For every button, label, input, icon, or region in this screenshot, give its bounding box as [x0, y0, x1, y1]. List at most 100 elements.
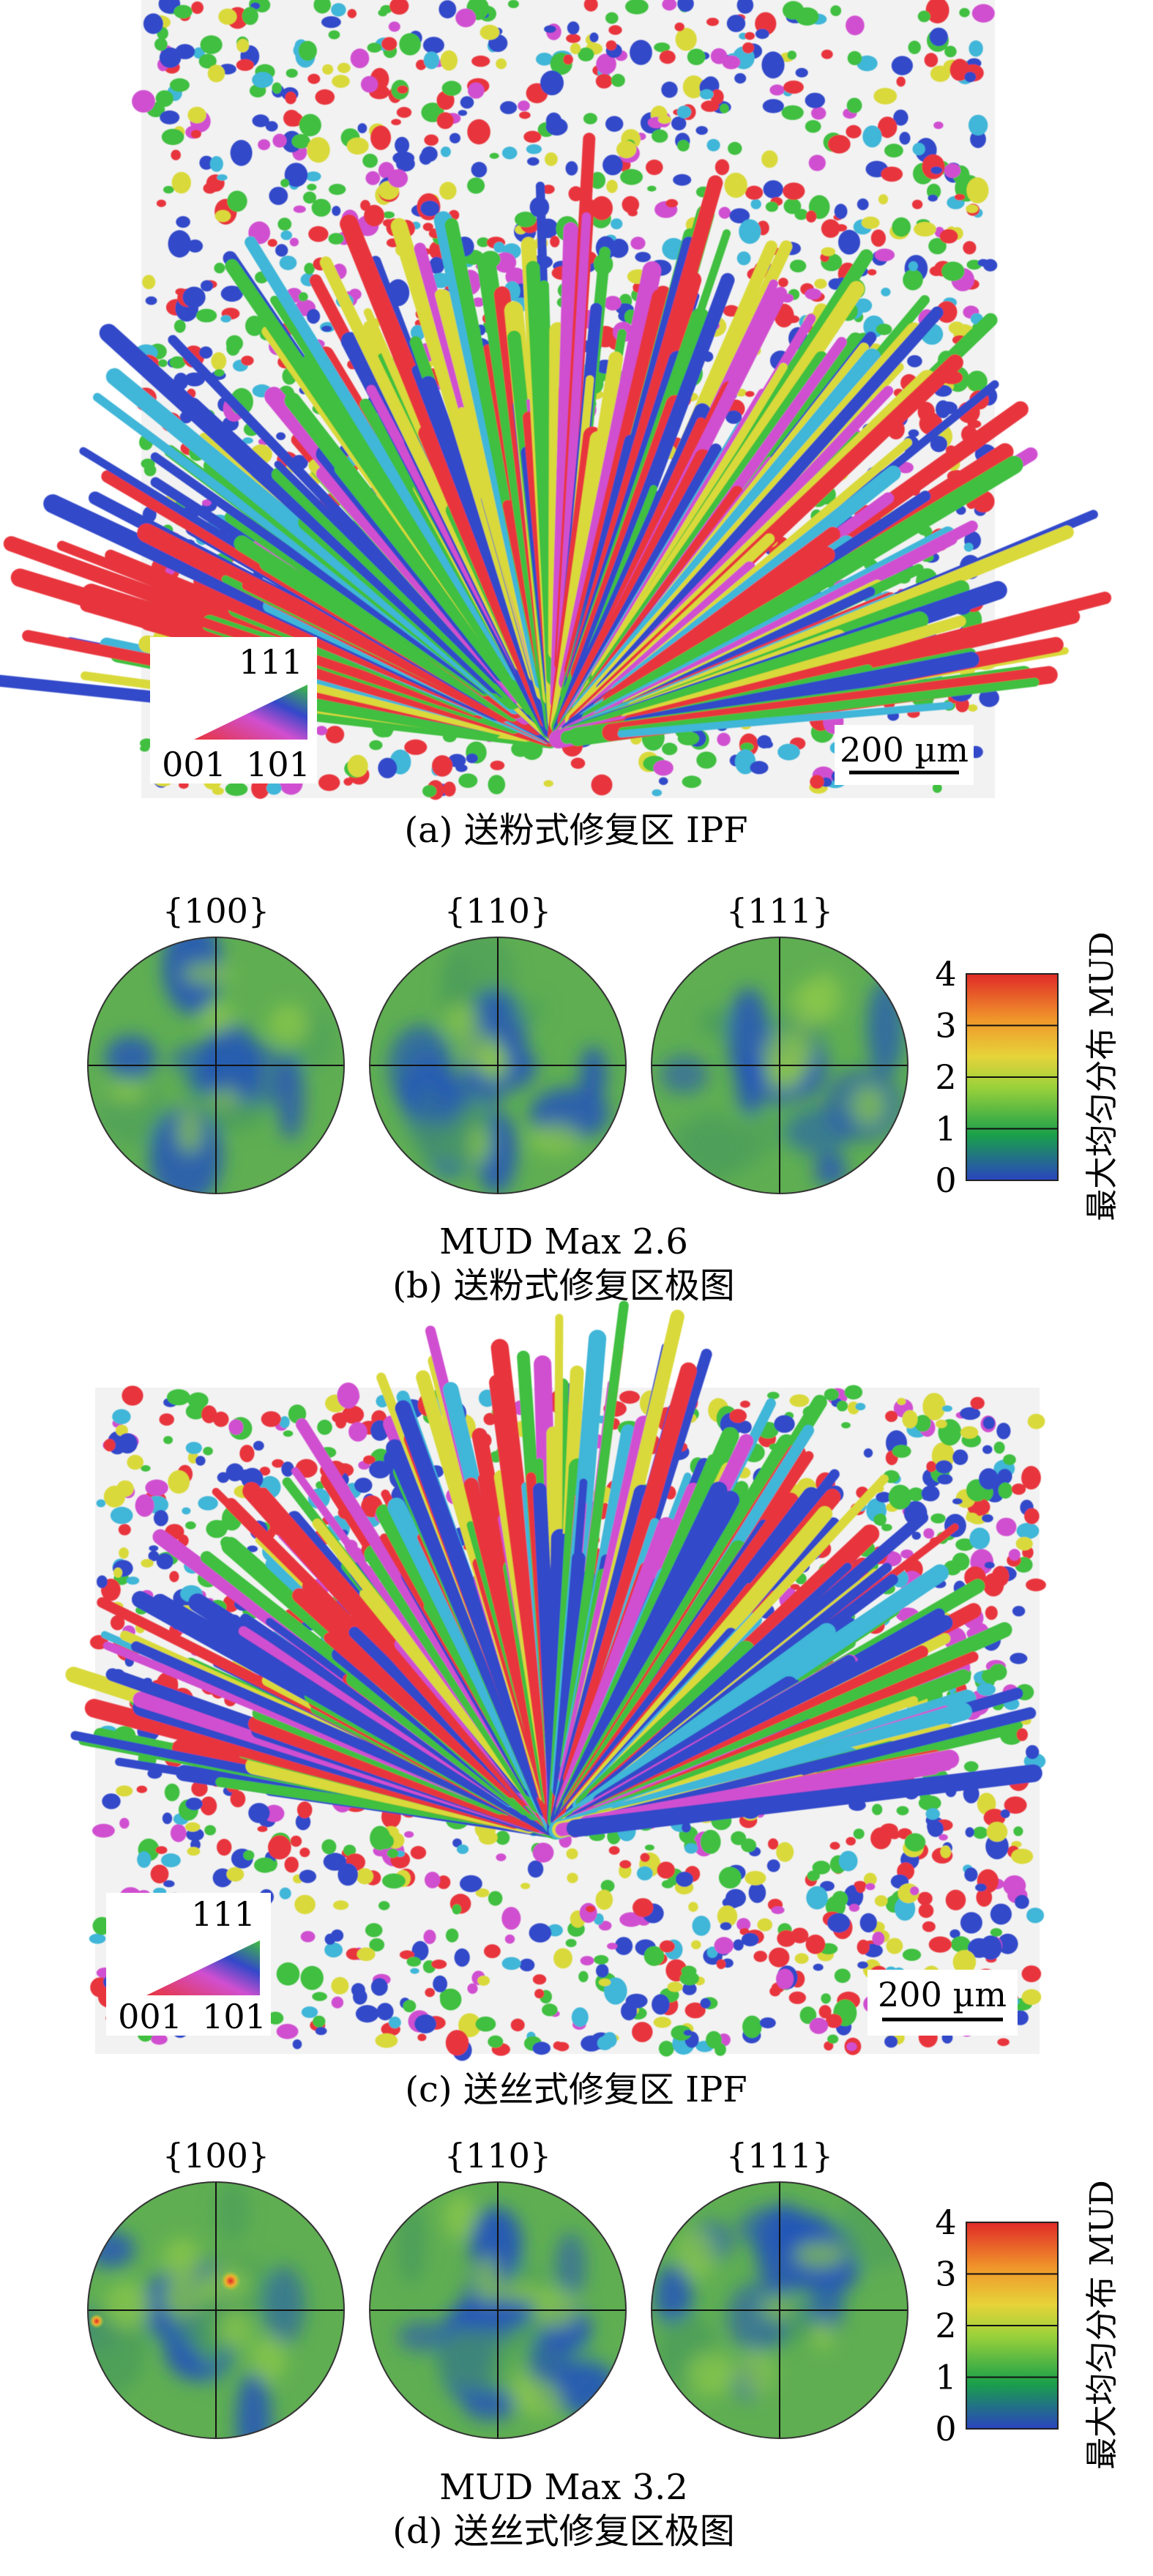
- caption-d: (d) 送丝式修复区极图: [392, 2511, 734, 2552]
- density-blob: [699, 1007, 735, 1039]
- fine-grain: [873, 88, 898, 105]
- fine-grain: [266, 781, 282, 795]
- fine-grain: [977, 1683, 996, 1696]
- fine-grain: [308, 226, 329, 242]
- fine-grain: [171, 149, 181, 160]
- fine-grain: [505, 267, 526, 286]
- fine-grain: [362, 153, 378, 168]
- fine-grain: [608, 25, 622, 35]
- fine-grain: [863, 1872, 877, 1886]
- fine-grain: [790, 1584, 800, 1590]
- fine-grain: [966, 371, 988, 392]
- fine-grain: [979, 688, 999, 707]
- fine-grain: [284, 1856, 299, 1873]
- fine-grain: [936, 301, 958, 323]
- fine-grain: [658, 2041, 674, 2057]
- fine-grain: [740, 742, 754, 751]
- fine-grain: [353, 1989, 367, 2005]
- fine-grain: [706, 1946, 718, 1958]
- fine-grain: [834, 204, 848, 220]
- fine-grain: [652, 789, 663, 797]
- fine-grain: [960, 1407, 981, 1421]
- fine-grain: [728, 141, 742, 155]
- fine-grain: [191, 1780, 208, 1797]
- fine-grain: [553, 2041, 563, 2050]
- fine-grain: [143, 464, 157, 477]
- fine-grain: [272, 1459, 284, 1468]
- fine-grain: [404, 1831, 414, 1838]
- density-blob: [162, 2237, 201, 2284]
- fine-grain: [257, 1825, 268, 1832]
- fine-grain: [151, 2033, 168, 2045]
- fine-grain: [285, 112, 303, 127]
- fine-grain: [230, 140, 253, 166]
- fine-grain: [692, 1916, 711, 1936]
- fine-grain: [614, 1937, 633, 1956]
- fine-grain: [324, 1933, 336, 1945]
- fine-grain: [605, 116, 624, 132]
- fine-grain: [169, 1571, 179, 1582]
- density-blob: [580, 1046, 607, 1103]
- fine-grain: [759, 2017, 776, 2029]
- peak-spot: [89, 2314, 104, 2329]
- fine-grain: [305, 171, 321, 182]
- fine-grain: [276, 1962, 300, 1986]
- fine-grain: [159, 1413, 174, 1426]
- fine-grain: [928, 237, 947, 255]
- fine-grain: [805, 120, 821, 133]
- density-blob: [163, 2277, 206, 2318]
- fine-grain: [381, 37, 398, 51]
- fine-grain: [671, 2025, 692, 2041]
- fine-grain: [824, 2041, 834, 2051]
- fine-grain: [203, 182, 217, 194]
- pole-label: {100}: [163, 891, 269, 931]
- fine-grain: [753, 1951, 767, 1962]
- pole-figure-0: [88, 2182, 344, 2438]
- fine-grain: [965, 1827, 974, 1838]
- fine-grain: [567, 1872, 578, 1883]
- fine-grain: [750, 198, 761, 209]
- fine-grain: [911, 1531, 921, 1540]
- fine-grain: [1012, 1606, 1026, 1617]
- fine-grain: [745, 31, 755, 40]
- fine-grain: [416, 59, 427, 70]
- fine-grain: [589, 171, 606, 189]
- fine-grain: [566, 1848, 578, 1860]
- fine-grain: [567, 21, 580, 35]
- density-blob: [514, 996, 546, 1027]
- fine-grain: [1003, 1454, 1016, 1465]
- columnar-grain: [618, 677, 1040, 737]
- fine-grain: [1004, 1796, 1027, 1814]
- fine-grain: [652, 1994, 670, 2015]
- fine-grain: [307, 137, 330, 163]
- fine-grain: [940, 1845, 952, 1858]
- fine-grain: [185, 1798, 203, 1811]
- density-blob: [755, 2203, 814, 2294]
- fine-grain: [657, 115, 672, 124]
- fine-grain: [328, 233, 344, 245]
- fine-grain: [996, 1517, 1017, 1536]
- fine-grain: [893, 109, 908, 126]
- fine-grain: [565, 161, 578, 176]
- fine-grain: [922, 154, 945, 179]
- fine-grain: [884, 2035, 898, 2048]
- fine-grain: [975, 1883, 987, 1892]
- fine-grain: [619, 1912, 643, 1927]
- fine-grain: [396, 156, 415, 172]
- fine-grain: [982, 1416, 996, 1430]
- pole-figures-wire-fed: {100} {110} {111}: [87, 2136, 908, 2439]
- fine-grain: [272, 133, 287, 148]
- density-blob: [805, 972, 842, 1021]
- fine-grain: [500, 101, 518, 114]
- fine-grain: [142, 275, 156, 290]
- fine-grain: [1015, 1894, 1029, 1909]
- fine-grain: [300, 1965, 324, 1990]
- fine-grain: [888, 1484, 912, 1510]
- fine-grain: [671, 116, 687, 131]
- fine-grain: [930, 166, 943, 174]
- fine-grain: [425, 1872, 441, 1888]
- ipf-color-key: 111 001 101: [106, 1893, 271, 2036]
- fine-grain: [307, 308, 321, 324]
- fine-grain: [870, 229, 886, 247]
- fine-grain: [924, 53, 939, 67]
